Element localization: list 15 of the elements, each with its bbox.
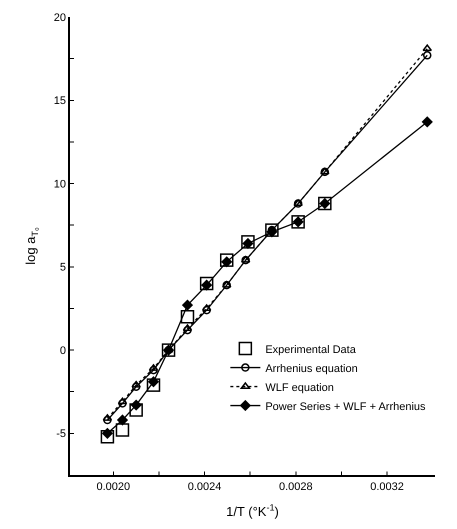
x-tick-label: 0.0028 <box>279 480 313 493</box>
x-axis-title: 1/T (°K$^{-1}$) <box>226 502 279 520</box>
x-tick-label: 0.0024 <box>188 480 222 493</box>
legend-label: WLF equation <box>265 382 334 394</box>
legend-label: Power Series + WLF + Arrhenius <box>265 400 426 413</box>
y-tick-label: 5 <box>60 262 66 274</box>
y-tick-label: 0 <box>60 344 66 357</box>
y-tick-label: 15 <box>54 95 66 108</box>
y-tick-label: 10 <box>54 178 66 190</box>
legend-label: Experimental Data <box>265 344 357 356</box>
y-tick-label: 20 <box>54 12 66 24</box>
y-tick-label: -5 <box>56 428 66 440</box>
x-tick-label: 0.0032 <box>370 480 404 493</box>
x-tick-label: 0.0020 <box>96 480 130 493</box>
legend-label: Arrhenius equation <box>265 362 358 375</box>
